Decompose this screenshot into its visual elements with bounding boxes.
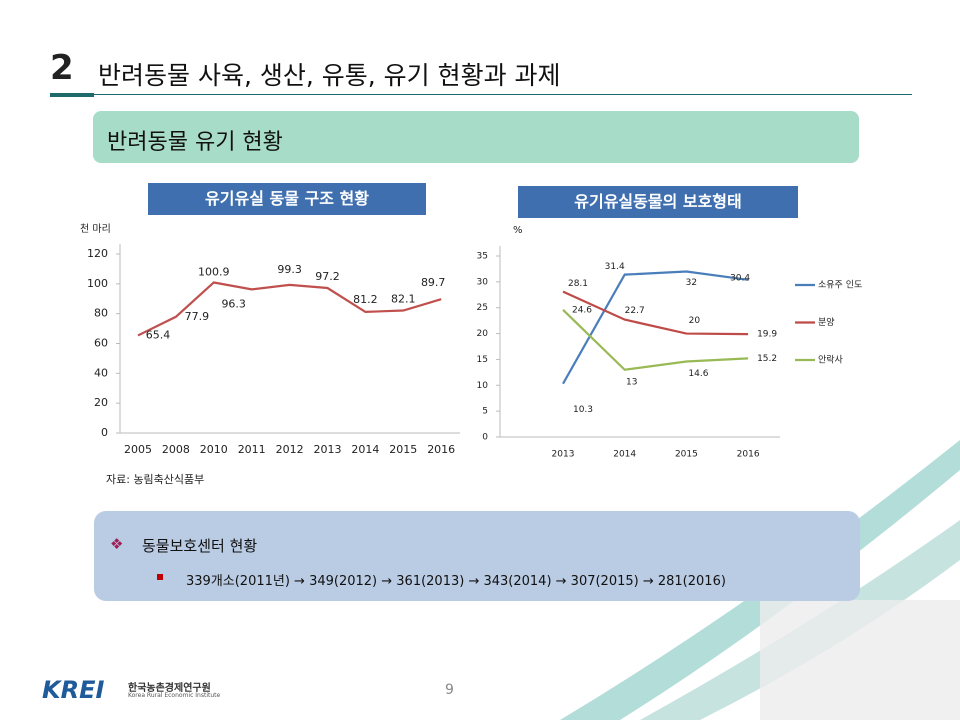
info-box (94, 511, 860, 601)
chart-title: 유기유실 동물 구조 현황 (148, 183, 426, 215)
data-label: 89.7 (421, 276, 446, 289)
title-rule (94, 94, 912, 95)
y-tick-label: 40 (94, 366, 108, 379)
x-tick-label: 2016 (737, 450, 760, 460)
logo-mark: KREI (42, 676, 105, 704)
bullet-icon: ❖ (110, 535, 124, 553)
data-label: 24.6 (572, 305, 592, 315)
data-label: 20 (689, 316, 701, 326)
y-tick-label: 5 (482, 407, 488, 417)
data-label: 97.2 (315, 270, 340, 283)
bullet-square (157, 574, 163, 580)
data-label: 32 (686, 278, 697, 288)
y-tick-label: 80 (94, 307, 108, 320)
y-tick-label: 120 (87, 247, 108, 260)
data-label: 13 (626, 377, 637, 387)
y-tick-label: 0 (482, 433, 488, 443)
section-number: 2 (50, 48, 74, 88)
page-title: 반려동물 사육, 생산, 유통, 유기 현황과 과제 (98, 61, 561, 90)
box-heading: 동물보호센터 현황 (142, 537, 258, 555)
legend-label: 분양 (818, 317, 835, 328)
y-tick-label: 20 (477, 329, 489, 339)
y-tick-label: 30 (477, 277, 489, 287)
x-tick-label: 2014 (613, 450, 636, 460)
data-label: 19.9 (757, 330, 777, 340)
data-label: 81.2 (353, 293, 378, 306)
y-tick-label: 25 (477, 303, 488, 313)
x-tick-label: 2010 (200, 443, 228, 456)
data-label: 14.6 (688, 369, 708, 379)
source: 자료: 농림축산식품부 (106, 473, 205, 486)
data-label: 10.3 (573, 405, 593, 415)
section-title: 반려동물 유기 현황 (107, 130, 283, 155)
data-label: 96.3 (221, 297, 246, 310)
data-label: 82.1 (391, 293, 416, 306)
y-tick-label: 60 (94, 337, 108, 350)
chart-title: 유기유실동물의 보호형태 (518, 186, 798, 218)
y-tick-label: 100 (87, 277, 108, 290)
x-tick-label: 2015 (389, 443, 417, 456)
decor-building (760, 600, 960, 720)
data-label: 99.3 (277, 263, 302, 276)
logo-name: 한국농촌경제연구원 (128, 683, 211, 694)
x-tick-label: 2015 (675, 450, 698, 460)
x-tick-label: 2014 (351, 443, 379, 456)
series-line (562, 270, 749, 385)
title-accent (50, 93, 94, 97)
x-tick-label: 2016 (427, 443, 455, 456)
logo-english: Korea Rural Economic Institute (128, 692, 221, 699)
data-label: 100.9 (198, 265, 230, 278)
y-tick-label: 10 (477, 381, 489, 391)
y-tick-label: 35 (477, 252, 488, 262)
y-tick-label: 20 (94, 396, 108, 409)
data-label: 15.2 (757, 354, 777, 364)
data-label: 28.1 (568, 279, 588, 289)
data-label: 65.4 (146, 328, 171, 341)
series-line (562, 308, 749, 371)
data-label: 30.4 (730, 273, 750, 283)
series-line (562, 290, 749, 336)
section-bar (93, 111, 859, 163)
y-tick-label: 0 (101, 426, 108, 439)
y-axis-label: 천 마리 (80, 223, 111, 235)
series-line (137, 281, 442, 337)
box-item: 339개소(2011년) → 349(2012) → 361(2013) → 3… (186, 574, 726, 589)
y-tick-label: 15 (477, 355, 488, 365)
data-label: 31.4 (605, 262, 625, 272)
legend-label: 소유주 인도 (818, 280, 862, 291)
data-label: 22.7 (625, 306, 645, 316)
x-tick-label: 2013 (314, 443, 342, 456)
x-tick-label: 2013 (552, 450, 575, 460)
y-axis-label: % (513, 225, 523, 236)
data-label: 77.9 (185, 310, 210, 323)
x-tick-label: 2005 (124, 443, 152, 456)
x-tick-label: 2012 (276, 443, 304, 456)
x-tick-label: 2011 (238, 443, 266, 456)
page-number: 9 (445, 682, 454, 698)
x-tick-label: 2008 (162, 443, 190, 456)
legend-label: 안락사 (818, 354, 844, 366)
